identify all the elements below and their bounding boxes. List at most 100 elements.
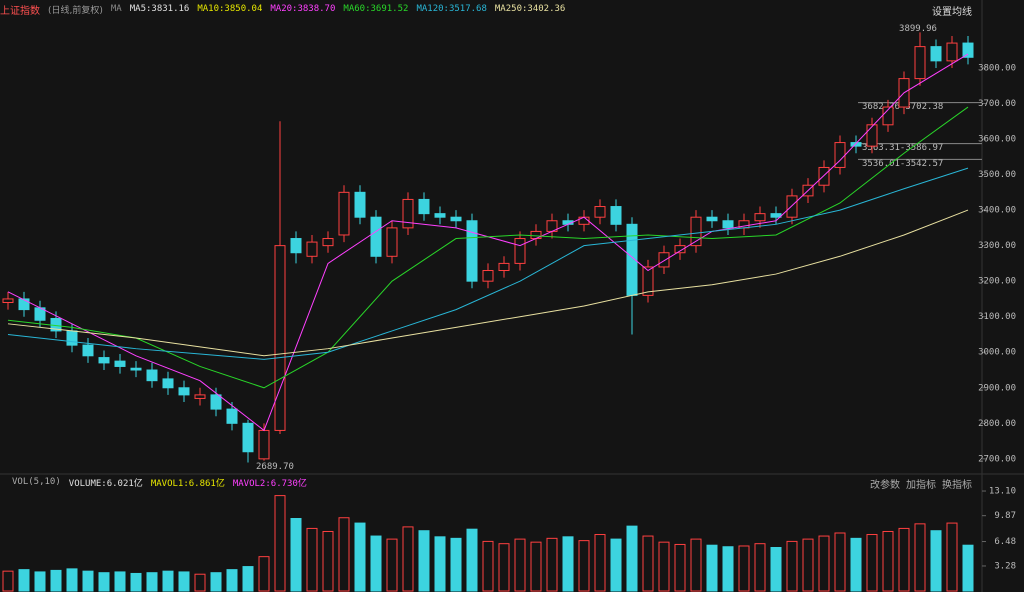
candle-body bbox=[514, 238, 526, 264]
volume-bar bbox=[898, 527, 910, 592]
candle-body bbox=[434, 213, 446, 218]
range-label: 3536.01-3542.57 bbox=[862, 159, 943, 169]
volume-bar bbox=[722, 546, 734, 592]
volume-bar bbox=[786, 540, 798, 592]
volume-bar bbox=[114, 571, 126, 592]
volume-bar bbox=[594, 534, 606, 592]
vol-y-tick-label: 9.87 bbox=[994, 511, 1016, 521]
y-tick-label: 2900.00 bbox=[978, 383, 1016, 393]
volume-bar bbox=[466, 528, 478, 592]
vol-title: VOL(5,10) bbox=[12, 477, 61, 487]
vol-y-tick-label: 6.48 bbox=[994, 537, 1016, 547]
volume-bar bbox=[66, 568, 78, 592]
vol-legend-item: MAVOL1:6.861亿 bbox=[150, 478, 225, 489]
candle-body bbox=[162, 378, 174, 389]
candle-body bbox=[674, 245, 686, 254]
legend-item: MA250:3402.36 bbox=[494, 4, 566, 14]
candle-body bbox=[82, 344, 94, 357]
y-tick-label: 3500.00 bbox=[978, 170, 1016, 180]
candle-body bbox=[754, 213, 766, 222]
vol-legend-item: MAVOL2:6.730亿 bbox=[232, 478, 307, 489]
y-tick-label: 2700.00 bbox=[978, 454, 1016, 464]
candle-body bbox=[914, 46, 926, 80]
candle-body bbox=[866, 124, 878, 147]
volume-bar bbox=[706, 544, 718, 592]
volume-bar bbox=[674, 543, 686, 592]
volume-bar bbox=[546, 537, 558, 592]
candle-body bbox=[290, 238, 302, 254]
volume-bar bbox=[178, 571, 190, 592]
y-tick-label: 3400.00 bbox=[978, 206, 1016, 216]
legend-item: MA20:3838.70 bbox=[270, 4, 336, 14]
vol-button[interactable]: 改参数 bbox=[870, 480, 900, 491]
candle-body bbox=[338, 191, 350, 236]
volume-bar bbox=[514, 538, 526, 592]
volume-bar bbox=[274, 495, 286, 592]
volume-bar bbox=[354, 522, 366, 592]
candle-body bbox=[130, 367, 142, 371]
volume-bar bbox=[306, 527, 318, 592]
vol-legend-item: VOLUME:6.021亿 bbox=[68, 478, 143, 489]
y-tick-label: 3200.00 bbox=[978, 277, 1016, 287]
volume-bar bbox=[802, 538, 814, 592]
candle-body bbox=[658, 252, 670, 268]
candle-body bbox=[66, 330, 78, 346]
candle-body bbox=[258, 429, 270, 460]
candle-body bbox=[498, 262, 510, 272]
candle-body bbox=[178, 387, 190, 396]
volume-bar bbox=[562, 536, 574, 592]
volume-bar bbox=[690, 538, 702, 592]
candle-body bbox=[146, 369, 158, 382]
vol-legend: VOLUME:6.021亿 MAVOL1:6.861亿 MAVOL2:6.730亿 bbox=[69, 476, 307, 489]
ma-label: MA bbox=[110, 4, 122, 14]
candle-body bbox=[962, 42, 974, 58]
candle-body bbox=[482, 270, 494, 282]
y-tick-label: 3300.00 bbox=[978, 241, 1016, 251]
candle-body bbox=[786, 195, 798, 218]
candle-body bbox=[114, 360, 126, 367]
candle-body bbox=[946, 42, 958, 62]
candle-body bbox=[402, 198, 414, 229]
subtitle: (日线,前复权) bbox=[48, 5, 103, 16]
volume-bar bbox=[386, 538, 398, 592]
legend-item: MA10:3850.04 bbox=[197, 4, 263, 14]
candle-body bbox=[418, 198, 430, 215]
candle-body bbox=[226, 408, 238, 424]
candle-body bbox=[242, 422, 254, 453]
candle-body bbox=[818, 166, 830, 186]
candle-body bbox=[706, 216, 718, 222]
volume-bar bbox=[530, 541, 542, 592]
volume-bar bbox=[658, 541, 670, 592]
volume-bar bbox=[770, 547, 782, 592]
vol-button[interactable]: 换指标 bbox=[942, 480, 972, 491]
ma-button[interactable]: 设置均线 bbox=[932, 7, 972, 18]
volume-bar bbox=[98, 572, 110, 592]
y-tick-label: 2800.00 bbox=[978, 419, 1016, 429]
volume-bar bbox=[258, 556, 270, 592]
ma-line bbox=[7, 209, 969, 357]
volume-bar bbox=[434, 536, 446, 592]
candle-body bbox=[18, 298, 30, 311]
candle-body bbox=[850, 142, 862, 147]
candle-body bbox=[770, 213, 782, 218]
y-tick-label: 3800.00 bbox=[978, 63, 1016, 73]
volume-bar bbox=[866, 534, 878, 592]
title: 上证指数 bbox=[0, 5, 40, 17]
volume-bar bbox=[2, 570, 14, 592]
candle-body bbox=[690, 216, 702, 247]
volume-bar bbox=[402, 526, 414, 592]
y-tick-label: 3700.00 bbox=[978, 99, 1016, 109]
y-tick-label: 3600.00 bbox=[978, 135, 1016, 145]
candle-body bbox=[98, 357, 110, 364]
vol-header: VOL(5,10) VOLUME:6.021亿 MAVOL1:6.861亿 MAVO… bbox=[0, 473, 307, 491]
volume-bar bbox=[18, 569, 30, 592]
candle-body bbox=[2, 298, 14, 303]
volume-bar bbox=[242, 566, 254, 592]
vol-y-tick-label: 13.10 bbox=[989, 487, 1016, 497]
vol-button[interactable]: 加指标 bbox=[906, 480, 936, 491]
volume-bar bbox=[418, 530, 430, 592]
volume-bar bbox=[322, 530, 334, 592]
y-tick-label: 3000.00 bbox=[978, 348, 1016, 358]
volume-bar bbox=[482, 540, 494, 592]
volume-bar bbox=[162, 570, 174, 592]
